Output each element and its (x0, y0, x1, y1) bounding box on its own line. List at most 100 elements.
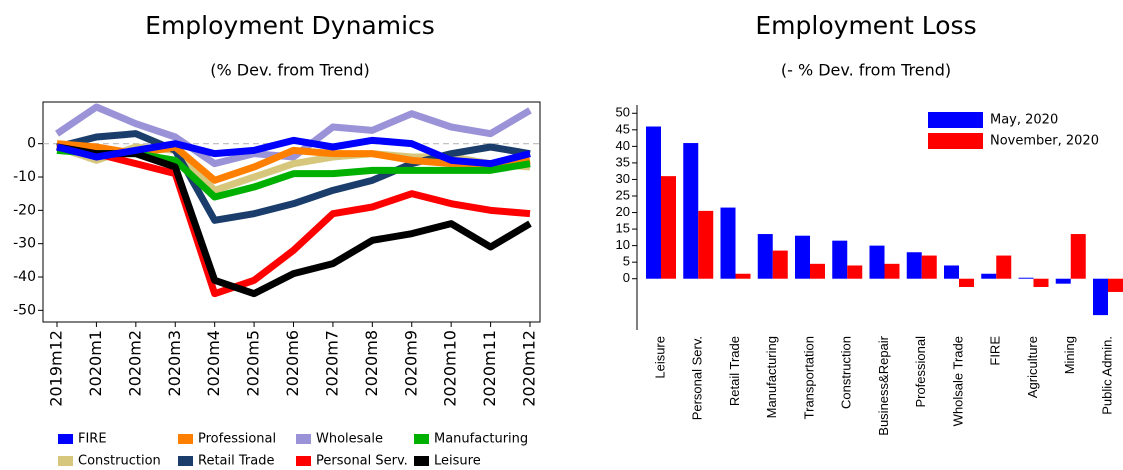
bar (906, 252, 922, 279)
legend-label: Manufacturing (434, 432, 528, 447)
x-tick-label: 2019m12 (47, 330, 66, 407)
series-line (56, 130, 531, 224)
chart-title: Employment Loss (755, 11, 976, 40)
bar (772, 250, 788, 279)
legend-label: Leisure (434, 454, 481, 469)
bar (981, 273, 997, 279)
bar (661, 176, 676, 279)
y-tick-label: 15 (616, 221, 630, 236)
legend-swatch (928, 112, 983, 128)
bar (735, 273, 751, 279)
bar (884, 263, 900, 279)
bar (944, 265, 959, 279)
x-tick-label: 2020m4 (204, 330, 223, 396)
bar (921, 255, 937, 279)
x-tick-label: Business&Repair (876, 335, 891, 435)
y-tick-label: -40 (13, 269, 36, 285)
chart-subtitle: (% Dev. from Trend) (210, 61, 369, 80)
bar (1070, 234, 1086, 279)
x-tick-label: 2020m6 (283, 330, 302, 396)
chart-subtitle: (- % Dev. from Trend) (781, 61, 951, 80)
x-tick-label: Agriculture (1025, 336, 1040, 398)
legend-label: November, 2020 (990, 134, 1099, 149)
bar (832, 240, 848, 279)
bar (1033, 278, 1049, 287)
legend-swatch (296, 434, 311, 444)
legend-label: Personal Serv. (316, 454, 408, 469)
x-tick-label: 2020m8 (362, 330, 381, 396)
x-tick-label: Retail Trade (727, 336, 742, 406)
legend-label: Construction (78, 454, 161, 469)
x-tick-label: Construction (839, 336, 854, 409)
bar (959, 278, 974, 287)
y-tick-label: 0 (27, 136, 36, 152)
y-tick-label: -10 (13, 169, 36, 185)
y-tick-label: 0 (623, 270, 630, 285)
legend-label: Retail Trade (198, 454, 274, 469)
legend-label: Wholesale (316, 432, 383, 447)
legend-label: May, 2020 (990, 113, 1058, 128)
y-tick-label: -50 (13, 302, 36, 318)
x-tick-label: 2020m3 (165, 330, 184, 396)
y-tick-label: 25 (616, 187, 630, 202)
x-tick-label: 2020m2 (125, 330, 144, 396)
legend-swatch (178, 456, 193, 466)
bar (683, 143, 699, 279)
bar (646, 126, 661, 279)
y-tick-label: -20 (13, 202, 36, 218)
bar (720, 207, 736, 279)
bar (869, 245, 885, 279)
x-tick-label: 2020m5 (244, 330, 263, 396)
x-tick-label: 2020m12 (520, 330, 539, 407)
x-tick-label: Mining (1062, 336, 1077, 374)
bar (996, 255, 1012, 279)
x-tick-label: Professional (913, 336, 928, 408)
y-tick-label: 45 (616, 121, 630, 136)
legend-swatch (58, 434, 73, 444)
x-tick-label: Leisure (652, 336, 667, 379)
legend-swatch (414, 456, 429, 466)
y-tick-label: 20 (616, 204, 630, 219)
y-tick-label: 5 (623, 254, 630, 269)
legend-swatch (178, 434, 193, 444)
series-line (55, 103, 532, 168)
legend-swatch (296, 456, 311, 466)
y-tick-label: 35 (616, 154, 630, 169)
x-tick-label: 2020m1 (86, 330, 105, 396)
bar (698, 210, 714, 279)
x-tick-label: Public Admin. (1099, 336, 1114, 415)
bar (847, 265, 863, 279)
y-tick-label: 10 (616, 237, 630, 252)
chart-title: Employment Dynamics (145, 11, 435, 40)
bar (1093, 278, 1108, 316)
x-tick-label: 2020m10 (441, 330, 460, 407)
x-tick-label: 2020m7 (322, 330, 341, 396)
plot-frame (42, 101, 541, 323)
x-tick-label: Manufacturing (764, 336, 779, 418)
legend-label: Professional (198, 432, 276, 447)
x-tick-label: FIRE (988, 336, 1003, 366)
legend-label: FIRE (78, 432, 107, 447)
legend-swatch (928, 133, 983, 149)
y-tick-label: -30 (13, 236, 36, 252)
x-tick-label: Wholsale Trade (950, 336, 965, 426)
y-tick-label: 40 (616, 138, 630, 153)
bar (810, 263, 825, 279)
y-tick-label: 50 (616, 105, 630, 120)
series-line (56, 143, 531, 298)
bar (1108, 278, 1123, 292)
bar (1018, 277, 1034, 279)
x-tick-label: 2020m11 (480, 330, 499, 407)
bar (1055, 278, 1071, 284)
bar (795, 235, 810, 279)
series-line (56, 136, 531, 168)
x-tick-label: Transportation (801, 336, 816, 419)
legend-swatch (58, 456, 73, 466)
x-tick-label: 2020m9 (401, 330, 420, 396)
bar (757, 234, 773, 279)
legend-swatch (414, 434, 429, 444)
x-tick-label: Personal Serv. (690, 336, 705, 420)
y-tick-label: 30 (616, 171, 630, 186)
